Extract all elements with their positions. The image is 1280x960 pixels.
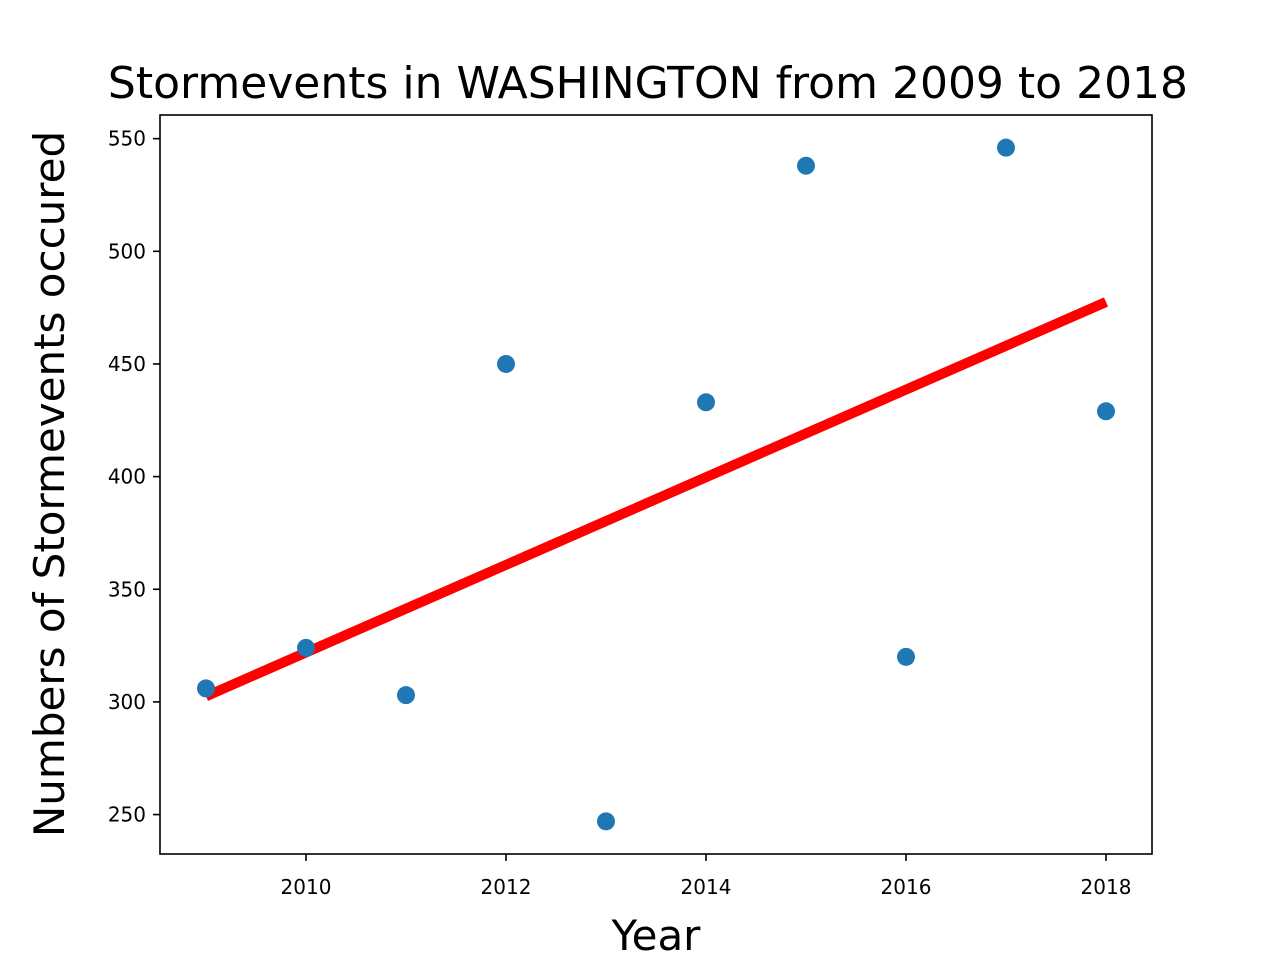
x-tick-label: 2012 <box>481 875 532 899</box>
x-axis: 2010 2012 2014 2016 2018 <box>281 854 1132 899</box>
y-tick-label: 500 <box>108 239 146 263</box>
trend-line <box>203 297 1109 701</box>
plot-frame <box>159 114 1153 855</box>
y-tick-label: 300 <box>108 690 146 714</box>
y-axis: 250 300 350 400 450 500 550 <box>108 127 160 827</box>
data-point-2012 <box>497 354 515 373</box>
data-point-2016 <box>897 647 915 666</box>
x-tick-label: 2014 <box>681 875 732 899</box>
data-point-2018 <box>1097 402 1115 421</box>
data-point-2011 <box>397 686 415 705</box>
data-point-2009 <box>197 679 215 698</box>
y-tick-label: 250 <box>108 803 146 827</box>
data-point-2010 <box>297 638 315 657</box>
y-tick-label: 400 <box>108 465 146 489</box>
y-tick-label: 350 <box>108 577 146 601</box>
x-axis-label: Year <box>611 911 702 960</box>
x-tick-label: 2016 <box>881 875 932 899</box>
y-tick-label: 550 <box>108 127 146 151</box>
chart-title: Stormevents in WASHINGTON from 2009 to 2… <box>108 58 1188 109</box>
y-tick-label: 450 <box>108 352 146 376</box>
x-tick-label: 2010 <box>281 875 332 899</box>
plot-area <box>159 114 1153 855</box>
x-tick-label: 2018 <box>1081 875 1132 899</box>
data-point-2013 <box>597 812 615 831</box>
data-point-2014 <box>697 393 715 412</box>
data-point-2017 <box>997 138 1015 157</box>
y-axis-label: Numbers of Stormevents occured <box>25 131 74 837</box>
data-point-2015 <box>797 156 815 175</box>
